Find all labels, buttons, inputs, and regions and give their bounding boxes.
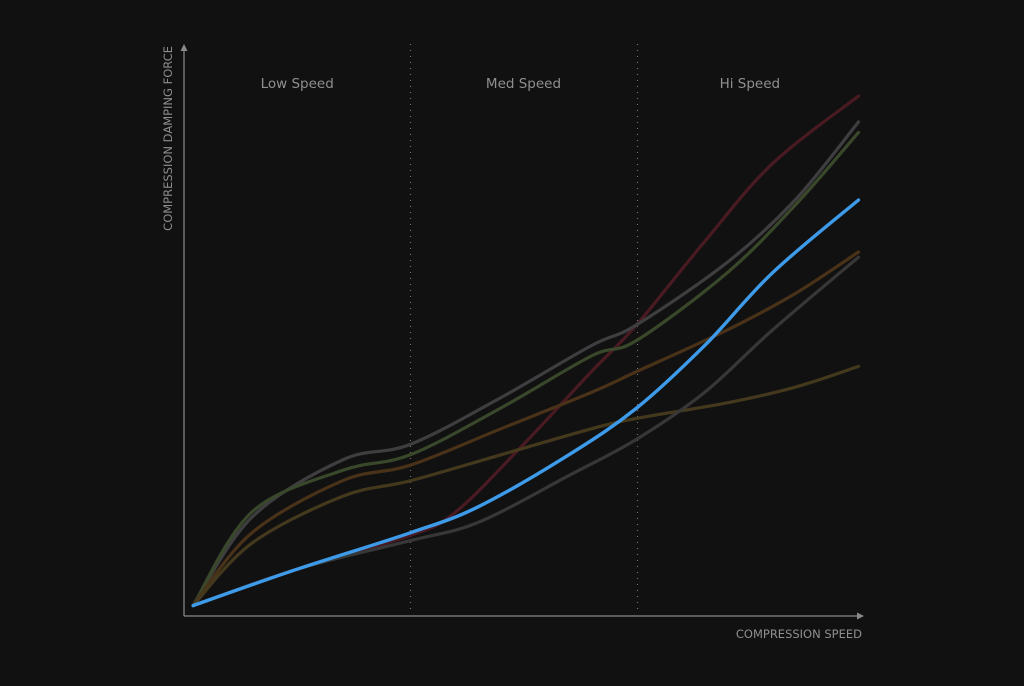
series-line (191, 130, 861, 608)
y-axis-arrow-icon (180, 44, 188, 51)
region-label: Hi Speed (720, 76, 781, 92)
region-labels: Low Speed Med Speed Hi Speed (261, 76, 781, 92)
region-label: Med Speed (486, 76, 561, 92)
series-lines (191, 94, 861, 608)
series-line (191, 250, 861, 608)
axes (180, 44, 864, 620)
region-label: Low Speed (261, 76, 334, 92)
x-axis-label: COMPRESSION SPEED (736, 627, 862, 641)
y-axis-label: COMPRESSION DAMPING FORCE (161, 46, 175, 231)
series-line (191, 364, 861, 608)
x-axis-arrow-icon (857, 612, 864, 620)
highlighted-series-line (191, 198, 861, 608)
region-dividers (409, 44, 639, 614)
